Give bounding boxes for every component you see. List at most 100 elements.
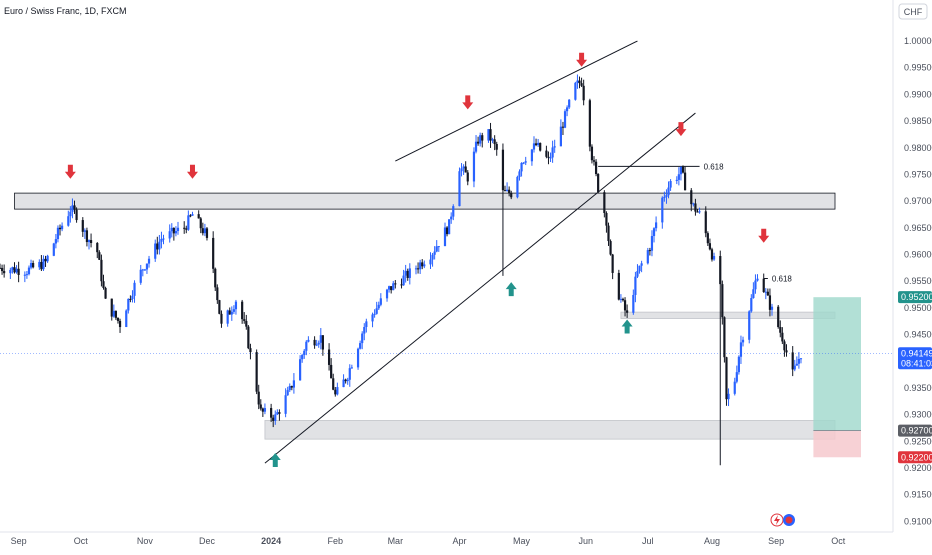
candle-body — [330, 364, 333, 379]
candle-body — [139, 269, 142, 283]
time-axis[interactable]: Sep Oct Nov Dec 2024 Feb Mar Apr May Jun Jul Aug Sep… — [11, 536, 846, 546]
candle-body — [257, 391, 260, 405]
candle-body — [487, 129, 490, 141]
candle-body — [327, 349, 331, 365]
candle-body — [737, 356, 740, 373]
arrow-up-icon[interactable] — [621, 319, 633, 334]
candle-body — [245, 320, 248, 327]
candle-body — [779, 327, 782, 333]
time-tick-label: Oct — [74, 536, 89, 546]
arrow-down-icon[interactable] — [64, 164, 76, 179]
candle-body — [503, 190, 507, 192]
candle-body — [286, 390, 289, 396]
candle-body — [67, 216, 70, 226]
trendline-1[interactable] — [395, 40, 638, 162]
candle-body — [783, 341, 786, 351]
candle-body — [350, 367, 353, 369]
candle-body — [603, 192, 606, 213]
candle-body — [448, 219, 451, 235]
currency-button[interactable]: CHF — [898, 3, 928, 20]
candle-body — [652, 228, 656, 237]
candle-body — [170, 227, 173, 232]
candle-body — [431, 254, 434, 260]
candle-body — [299, 359, 302, 381]
candle-body — [795, 363, 798, 366]
candle-body — [392, 283, 395, 291]
candle-body — [344, 379, 347, 382]
candle-body — [185, 228, 188, 230]
candle-body — [791, 352, 794, 370]
arrow-down-icon[interactable] — [186, 164, 198, 179]
candle-body — [81, 220, 84, 232]
zone-2[interactable] — [264, 420, 836, 440]
candle-body — [464, 166, 467, 173]
symbol-title[interactable]: Euro / Swiss Franc, 1D, FXCM — [4, 6, 127, 16]
position-tool[interactable] — [813, 297, 861, 458]
arrow-up-icon[interactable] — [505, 282, 517, 297]
news-icon[interactable] — [783, 514, 795, 526]
candle-body — [416, 268, 420, 270]
candle-body — [669, 181, 672, 188]
arrow-up-icon[interactable] — [269, 452, 281, 467]
candle-body — [667, 187, 670, 196]
candle-body — [69, 211, 72, 217]
candle-body — [23, 274, 26, 276]
candle-body — [334, 389, 337, 395]
candle-body — [725, 357, 728, 400]
candle-body — [400, 284, 403, 286]
position-stop-zone[interactable] — [813, 430, 861, 458]
candle-body — [534, 143, 538, 146]
candle-body — [640, 263, 643, 266]
time-tick-label: Nov — [137, 536, 154, 546]
candle-body — [319, 335, 322, 343]
candle-body — [259, 404, 262, 409]
zone-3[interactable] — [620, 311, 836, 319]
candle-body — [495, 144, 498, 150]
candle-body — [406, 270, 409, 278]
candle-body — [698, 211, 701, 213]
candle-body — [278, 412, 281, 414]
arrow-down-icon[interactable] — [758, 228, 770, 243]
position-target-zone[interactable] — [813, 297, 861, 431]
candle-body — [621, 298, 625, 301]
candle-body — [249, 348, 252, 353]
time-tick-label: May — [513, 536, 531, 546]
arrow-down-icon[interactable] — [675, 122, 687, 137]
candle-body — [797, 359, 801, 364]
candle-body — [58, 227, 62, 230]
candle-body — [317, 342, 320, 345]
candle-body — [611, 254, 614, 273]
arrow-down-icon[interactable] — [576, 52, 588, 67]
candle-body — [104, 287, 107, 299]
candle-body — [638, 265, 641, 272]
candle-body — [13, 267, 16, 273]
currency-label: CHF — [904, 7, 923, 17]
arrow-down-icon[interactable] — [462, 95, 474, 110]
lightning-icon[interactable] — [770, 513, 784, 527]
zone-1[interactable] — [14, 192, 836, 210]
candle-body — [255, 352, 258, 392]
zones-layer — [14, 192, 836, 440]
time-tick-label: Mar — [388, 536, 404, 546]
candle-body — [44, 258, 47, 262]
candle-body — [365, 321, 368, 327]
candle-body — [156, 243, 159, 250]
candle-body — [553, 146, 556, 148]
candle-body — [576, 80, 579, 83]
candle-body — [54, 239, 57, 244]
candle-body — [547, 156, 550, 158]
candle-body — [683, 172, 687, 191]
time-tick-label: Sep — [11, 536, 27, 546]
candle-body — [568, 99, 571, 108]
candle-body — [505, 189, 509, 191]
candle-body — [578, 80, 581, 84]
trendline-2[interactable] — [264, 112, 696, 464]
